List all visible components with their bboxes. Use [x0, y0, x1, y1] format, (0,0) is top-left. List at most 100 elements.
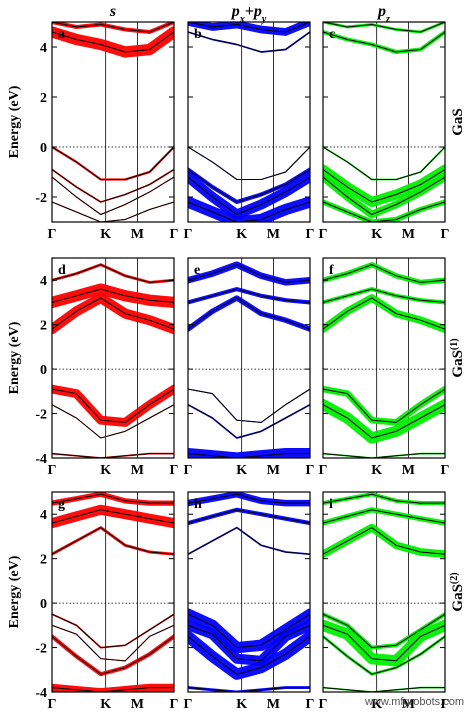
panel-letter: h	[194, 497, 202, 512]
band-line-vb4	[52, 201, 174, 222]
x-tick-label: M	[131, 227, 144, 242]
band-line-vb3	[323, 635, 445, 675]
x-tick-label: Γ	[48, 227, 57, 242]
x-tick-label: Γ	[319, 697, 328, 712]
band-line-vb1	[52, 146, 174, 180]
row-label-text: GaS	[450, 108, 466, 136]
row-label-text: GaS	[450, 350, 466, 378]
x-tick-label: K	[236, 463, 247, 478]
band-line-cb2	[52, 22, 174, 33]
x-tick-label: Γ	[319, 227, 328, 242]
band-line-vb1	[52, 613, 174, 649]
panel-plot-area	[188, 22, 310, 222]
band-weight-vb1	[188, 146, 310, 181]
panel-letter: d	[58, 263, 66, 278]
panel-c: c Γ K M Γ	[319, 21, 450, 242]
band-weight-vb1	[323, 146, 445, 181]
band-line-cb2	[188, 22, 310, 33]
band-line-vb3	[188, 635, 310, 675]
panel-letter: e	[194, 263, 200, 278]
band-line-cb2	[52, 509, 174, 524]
row-label-sup: (1)	[449, 338, 460, 350]
band-line-vb4	[52, 687, 174, 692]
band-line-vb1	[188, 146, 310, 180]
y-tick-label: -2	[35, 642, 47, 657]
panel-frame	[51, 257, 175, 459]
x-tick-label: M	[267, 697, 280, 712]
y-tick-label: -4	[35, 686, 47, 701]
x-tick-label: Γ	[170, 227, 179, 242]
x-tick-label: K	[371, 227, 382, 242]
panel-frame	[187, 257, 311, 459]
band-line-cb1	[188, 527, 310, 555]
band-weight-cb1	[323, 523, 445, 559]
x-tick-label: M	[131, 697, 144, 712]
band-weight-vb1	[52, 145, 174, 181]
x-tick-label: Γ	[184, 697, 193, 712]
band-line-cb1	[52, 527, 174, 555]
band-weight-cb1	[52, 526, 174, 556]
band-line-vb2	[188, 169, 310, 203]
band-line-vb3	[52, 635, 174, 675]
x-tick-label: M	[402, 697, 415, 712]
band-weight-cb3	[323, 262, 445, 286]
x-tick-label: Γ	[441, 227, 450, 242]
band-line-vb2	[188, 624, 310, 662]
band-line-cb3	[52, 264, 174, 283]
band-line-cb2	[323, 509, 445, 524]
panel-frame	[51, 491, 175, 693]
band-weight-vb2	[52, 168, 174, 203]
row-label: GaS	[450, 108, 466, 136]
x-tick-label: K	[371, 463, 382, 478]
band-line-vb1	[323, 388, 445, 423]
band-line-cb1	[323, 31, 445, 53]
panel-plot-area	[323, 258, 445, 458]
panel-g: g -4 -2 0 2 4 Γ K M Γ	[35, 491, 179, 712]
x-tick-label: M	[131, 463, 144, 478]
y-tick-label: 0	[40, 597, 47, 612]
band-line-vb1	[52, 388, 174, 423]
x-tick-label: Γ	[306, 463, 315, 478]
panel-frame	[187, 491, 311, 693]
x-tick-label: M	[402, 227, 415, 242]
x-tick-label: Γ	[184, 227, 193, 242]
band-weight-cb1	[188, 526, 310, 556]
band-line-vb3	[188, 176, 310, 216]
column-title-2: pz	[376, 3, 390, 25]
panel-e: e Γ K M Γ	[184, 257, 315, 478]
band-line-cb3	[323, 264, 445, 283]
panel-f: f Γ K M Γ	[319, 257, 450, 478]
column-title-main: p	[376, 3, 386, 20]
band-line-vb4	[323, 687, 445, 692]
panel-frame	[322, 491, 446, 693]
x-tick-label: Γ	[48, 463, 57, 478]
column-title-sub2: y	[261, 14, 267, 25]
watermark: www.mfgrobots.com	[364, 696, 464, 708]
panel-letter: c	[329, 27, 335, 42]
x-tick-label: K	[100, 463, 111, 478]
panel-plot-area	[52, 492, 174, 692]
band-line-cb1	[188, 297, 310, 330]
column-title-main: s	[109, 3, 116, 20]
y-tick-label: -2	[35, 408, 47, 423]
band-weight-cb3	[323, 492, 445, 506]
band-weight-vb3	[52, 634, 174, 677]
band-weight-vb2	[52, 624, 174, 662]
panel-frame	[187, 21, 311, 223]
y-axis-label: Energy (eV)	[7, 85, 22, 158]
panel-i: i Γ K M Γ	[319, 491, 450, 712]
panel-frame	[322, 21, 446, 223]
panel-plot-area	[323, 22, 445, 222]
x-tick-label: K	[236, 697, 247, 712]
x-tick-label: Γ	[319, 463, 328, 478]
column-title-mid: +p	[245, 3, 262, 20]
panel-letter: i	[329, 497, 333, 512]
x-tick-label: Γ	[48, 697, 57, 712]
y-tick-label: 2	[40, 319, 47, 334]
panel-letter: g	[58, 497, 65, 512]
column-title-sub: x	[239, 14, 245, 25]
band-line-cb3	[188, 493, 310, 504]
row-label: GaS(1)	[449, 338, 467, 377]
band-line-vb3	[323, 453, 445, 458]
band-line-vb2	[323, 624, 445, 662]
